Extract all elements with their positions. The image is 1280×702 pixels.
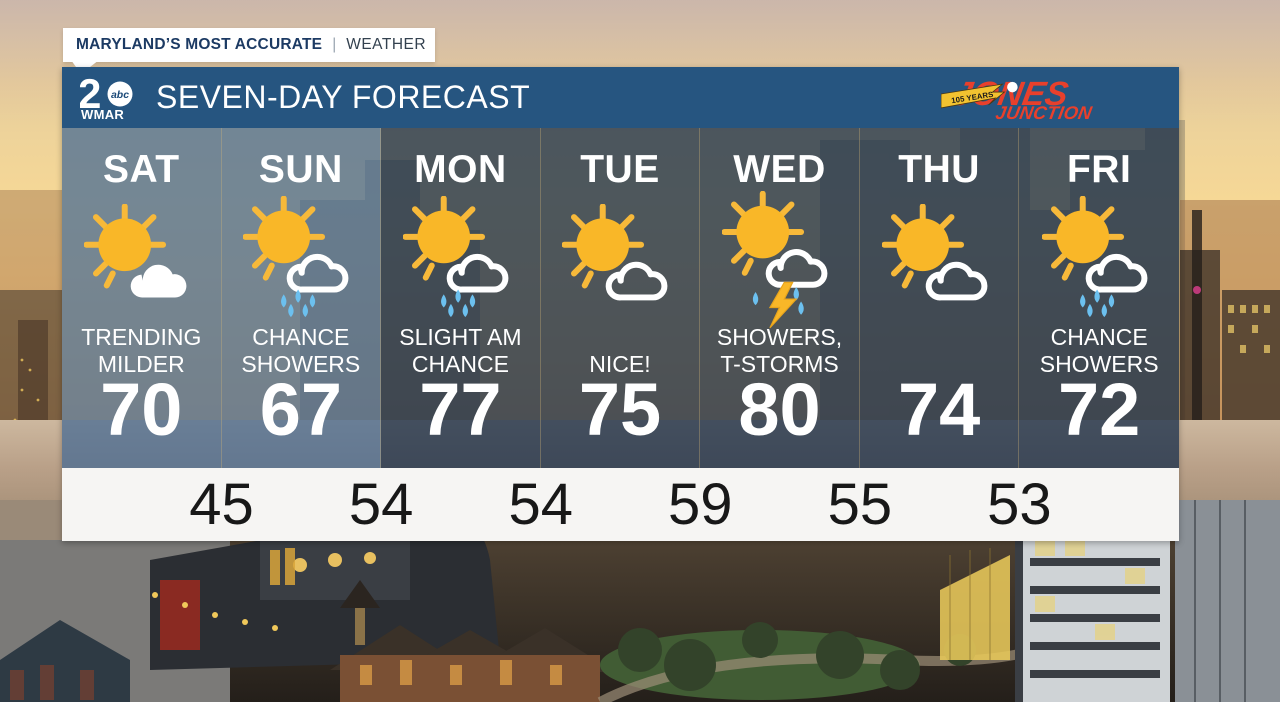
svg-text:abc: abc xyxy=(111,89,129,101)
svg-text:JUNCTION: JUNCTION xyxy=(994,102,1094,123)
svg-text:WMAR: WMAR xyxy=(81,107,124,121)
